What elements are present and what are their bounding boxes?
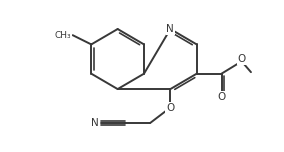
Text: O: O [166, 103, 174, 113]
Text: N: N [91, 118, 99, 128]
Text: O: O [217, 92, 225, 102]
Text: O: O [237, 54, 246, 64]
Text: CH₃: CH₃ [55, 31, 71, 40]
Text: N: N [166, 24, 174, 34]
